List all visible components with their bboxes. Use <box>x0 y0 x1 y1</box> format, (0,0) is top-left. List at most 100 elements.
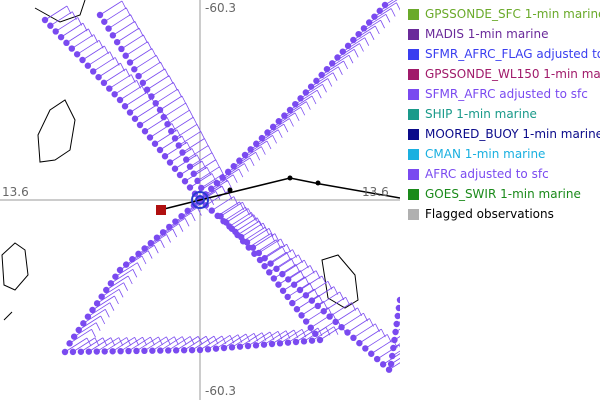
legend-swatch <box>408 88 419 100</box>
wind-barb <box>211 152 217 161</box>
wind-barb <box>229 212 252 227</box>
legend-item[interactable]: SFMR_AFRC_FLAG adjusted to <box>402 44 600 64</box>
wind-barb <box>305 307 329 322</box>
legend-swatch <box>408 128 419 140</box>
observation <box>166 159 174 166</box>
island <box>37 99 76 163</box>
wind-barb <box>368 8 392 23</box>
legend-swatch <box>408 208 419 220</box>
legend-label: AFRC adjusted to sfc <box>425 167 549 181</box>
observation <box>146 134 154 141</box>
wind-barb <box>207 334 231 350</box>
wind-barb <box>171 116 194 132</box>
wind-barb <box>305 280 329 296</box>
legend-item[interactable]: GPSSONDE_WL150 1-min mar <box>402 64 600 84</box>
wind-barb <box>272 135 277 144</box>
observation <box>356 339 363 347</box>
wind-barb <box>159 95 183 111</box>
legend-swatch <box>408 68 419 80</box>
wind-barb <box>125 7 131 16</box>
wind-barb <box>167 109 190 125</box>
wind-barb <box>175 336 199 351</box>
wind-barb <box>253 214 259 223</box>
observation <box>122 261 130 268</box>
wind-barb <box>380 19 385 29</box>
wind-barb <box>311 286 335 301</box>
wind-barb <box>295 264 301 273</box>
observation <box>279 270 286 278</box>
observation <box>298 312 305 319</box>
legend-item[interactable]: CMAN 1-min marine <box>402 144 600 164</box>
observation <box>109 348 116 355</box>
observation <box>198 184 205 192</box>
wind-barb <box>134 54 157 70</box>
legend-item[interactable]: GPSSONDE_SFC 1-min marine <box>402 4 600 24</box>
legend-item[interactable]: AFRC adjusted to sfc <box>402 164 600 184</box>
observation <box>312 330 319 338</box>
wind-barb <box>108 14 131 29</box>
wind-barb <box>160 239 165 249</box>
wind-barb <box>211 196 234 211</box>
wind-barb <box>186 142 192 151</box>
observation <box>183 156 190 163</box>
wind-barb <box>240 222 264 238</box>
wind-barb <box>300 83 323 99</box>
wind-barb <box>396 2 400 11</box>
observation <box>95 73 102 81</box>
legend-item[interactable]: Flagged observations <box>402 204 600 224</box>
legend-item[interactable]: SHIP 1-min marine <box>402 104 600 124</box>
wind-barb <box>289 118 294 127</box>
wind-barb <box>96 337 119 352</box>
wind-barb <box>231 332 255 348</box>
observation <box>258 134 266 142</box>
observation <box>175 142 182 149</box>
observation <box>172 347 180 354</box>
wind-barb <box>337 43 360 58</box>
wind-barb <box>221 185 227 195</box>
observation <box>126 59 134 66</box>
wind-barb <box>322 84 327 93</box>
wind-barb <box>249 157 255 167</box>
observation <box>112 273 119 280</box>
legend-item[interactable]: SFMR_AFRC adjusted to sfc <box>402 84 600 104</box>
observation <box>270 275 278 282</box>
wind-barb <box>96 288 120 304</box>
drift-point <box>315 180 321 186</box>
observation <box>79 56 86 64</box>
wind-barb <box>284 101 307 116</box>
legend-label: SFMR_AFRC adjusted to sfc <box>425 87 588 101</box>
observation <box>251 250 258 257</box>
observation <box>61 348 69 356</box>
wind-barb <box>270 233 276 242</box>
observation <box>121 103 129 110</box>
observation <box>284 293 291 301</box>
observation <box>196 346 204 354</box>
wind-barb <box>259 220 264 230</box>
legend-item[interactable]: MOORED_BUOY 1-min marine <box>402 124 600 144</box>
observation <box>394 312 400 320</box>
wind-barb <box>277 129 283 138</box>
wind-barb <box>272 112 296 128</box>
wind-barb <box>301 301 324 316</box>
observation <box>98 293 105 300</box>
legend-item[interactable]: GOES_SWIR 1-min marine <box>402 184 600 204</box>
wind-barb <box>327 307 333 316</box>
legend-label: MADIS 1-min marine <box>425 27 549 41</box>
wind-barb <box>144 336 167 352</box>
observation <box>228 344 236 351</box>
island <box>3 311 13 321</box>
wind-barb <box>132 269 138 278</box>
observation <box>149 347 156 354</box>
wind-barb <box>88 337 112 352</box>
observation <box>284 339 292 346</box>
observation <box>69 348 77 356</box>
observation <box>135 72 142 80</box>
observation <box>213 179 221 187</box>
wind-barb <box>103 68 127 84</box>
observation <box>133 347 140 355</box>
observation <box>204 346 212 353</box>
observation <box>171 135 179 142</box>
drift-point <box>227 187 233 193</box>
wind-barb <box>398 344 400 348</box>
legend-item[interactable]: MADIS 1-min marine <box>402 24 600 44</box>
